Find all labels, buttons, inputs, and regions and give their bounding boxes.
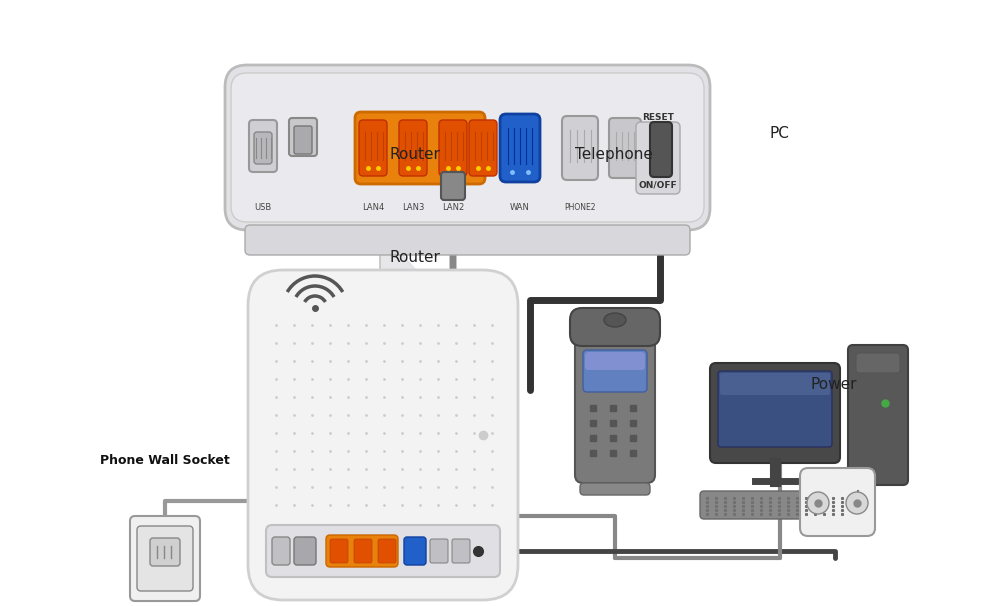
FancyBboxPatch shape — [130, 516, 200, 601]
Text: WAN: WAN — [510, 204, 529, 213]
FancyBboxPatch shape — [326, 535, 398, 567]
Circle shape — [846, 492, 868, 514]
Text: Router: Router — [390, 147, 440, 162]
Text: Phone Wall Socket: Phone Wall Socket — [100, 454, 230, 467]
Text: PHONE2: PHONE2 — [564, 204, 595, 213]
Text: Power: Power — [811, 378, 857, 392]
FancyBboxPatch shape — [710, 363, 840, 463]
Text: PC: PC — [769, 126, 789, 141]
FancyBboxPatch shape — [650, 122, 672, 177]
Polygon shape — [380, 230, 470, 390]
Text: ON/OFF: ON/OFF — [638, 181, 677, 190]
Text: Router: Router — [390, 250, 441, 265]
FancyBboxPatch shape — [609, 118, 641, 178]
FancyBboxPatch shape — [718, 371, 832, 447]
FancyBboxPatch shape — [150, 538, 180, 566]
FancyBboxPatch shape — [294, 126, 312, 154]
FancyBboxPatch shape — [248, 270, 518, 600]
Circle shape — [807, 492, 829, 514]
FancyBboxPatch shape — [575, 338, 655, 483]
FancyBboxPatch shape — [137, 526, 193, 591]
FancyBboxPatch shape — [355, 112, 485, 184]
FancyBboxPatch shape — [452, 539, 470, 563]
Text: USB: USB — [255, 204, 272, 213]
FancyBboxPatch shape — [354, 539, 372, 563]
Text: Telephone: Telephone — [575, 147, 653, 162]
FancyBboxPatch shape — [249, 120, 277, 172]
FancyBboxPatch shape — [585, 352, 645, 370]
Text: RESET: RESET — [642, 113, 674, 121]
FancyBboxPatch shape — [570, 308, 660, 346]
Text: LAN4: LAN4 — [362, 204, 385, 213]
FancyBboxPatch shape — [636, 122, 680, 194]
FancyBboxPatch shape — [583, 350, 647, 392]
FancyBboxPatch shape — [399, 120, 427, 176]
FancyBboxPatch shape — [225, 65, 710, 230]
FancyBboxPatch shape — [700, 491, 845, 519]
FancyBboxPatch shape — [254, 132, 272, 164]
FancyBboxPatch shape — [441, 172, 465, 200]
FancyBboxPatch shape — [272, 537, 290, 565]
Ellipse shape — [604, 313, 626, 327]
FancyBboxPatch shape — [580, 483, 650, 495]
FancyBboxPatch shape — [500, 114, 540, 182]
FancyBboxPatch shape — [231, 73, 704, 222]
FancyBboxPatch shape — [469, 120, 497, 176]
FancyBboxPatch shape — [430, 539, 448, 563]
Text: LAN2: LAN2 — [442, 204, 465, 213]
Ellipse shape — [847, 490, 869, 520]
Circle shape — [651, 148, 665, 162]
Text: LAN3: LAN3 — [402, 204, 425, 213]
FancyBboxPatch shape — [856, 353, 900, 373]
FancyBboxPatch shape — [378, 539, 396, 563]
FancyBboxPatch shape — [800, 468, 875, 536]
FancyBboxPatch shape — [359, 120, 387, 176]
FancyBboxPatch shape — [294, 537, 316, 565]
FancyBboxPatch shape — [266, 525, 500, 577]
FancyBboxPatch shape — [720, 373, 830, 395]
FancyBboxPatch shape — [562, 116, 598, 180]
FancyBboxPatch shape — [330, 539, 348, 563]
FancyBboxPatch shape — [439, 120, 467, 176]
FancyBboxPatch shape — [245, 225, 690, 255]
FancyBboxPatch shape — [848, 345, 908, 485]
FancyBboxPatch shape — [404, 537, 426, 565]
FancyBboxPatch shape — [289, 118, 317, 156]
